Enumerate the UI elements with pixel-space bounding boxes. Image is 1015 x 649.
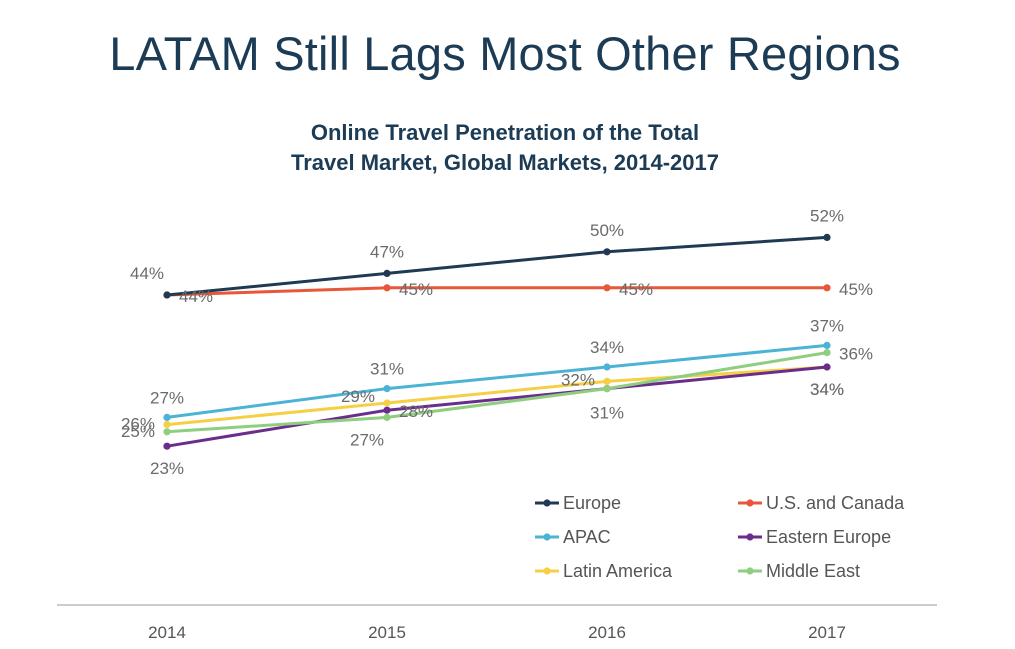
data-label-eastern-europe-2015: 28%: [399, 402, 433, 421]
legend-marker-apac: [543, 533, 551, 541]
data-point-apac-2015: [383, 385, 391, 393]
legend-label-europe: Europe: [563, 493, 621, 513]
data-label-middle-east-2017: 36%: [839, 345, 873, 364]
data-label-eastern-europe-2014: 23%: [150, 459, 184, 478]
legend-label-middle-east: Middle East: [766, 561, 860, 581]
chart-title-line-1: Online Travel Penetration of the Total: [310, 120, 700, 145]
data-label-u-s-and-canada-2015: 45%: [399, 280, 433, 299]
data-point-middle-east-2016: [603, 385, 611, 393]
data-label-apac-2015: 31%: [370, 360, 404, 379]
data-point-middle-east-2014: [163, 428, 171, 436]
data-point-europe-2017: [823, 233, 831, 241]
data-point-middle-east-2015: [383, 413, 391, 421]
data-point-u-s-and-canada-2016: [603, 284, 611, 292]
data-point-middle-east-2017: [823, 349, 831, 357]
data-label-europe-2015: 47%: [370, 242, 404, 261]
legend-label-apac: APAC: [563, 527, 611, 547]
x-tick-label-2017: 2017: [808, 623, 846, 642]
data-point-u-s-and-canada-2015: [383, 284, 391, 292]
series-line-latin-america: [165, 365, 829, 427]
legend-label-latin-america: Latin America: [563, 561, 673, 581]
data-point-eastern-europe-2015: [383, 406, 391, 414]
data-label-apac-2014: 27%: [150, 388, 184, 407]
data-label-middle-east-2014: 25%: [121, 422, 155, 441]
data-label-eastern-europe-2016: 31%: [590, 404, 624, 423]
data-label-latin-america-2017: 34%: [810, 380, 844, 399]
data-point-apac-2014: [163, 413, 171, 421]
legend-label-eastern-europe: Eastern Europe: [766, 527, 891, 547]
legend-marker-u-s-and-canada: [746, 499, 754, 507]
data-point-u-s-and-canada-2017: [823, 284, 831, 292]
x-tick-label-2014: 2014: [148, 623, 186, 642]
data-label-middle-east-2015: 27%: [350, 430, 384, 449]
legend-marker-eastern-europe: [746, 533, 754, 541]
chart-title-line-2: Travel Market, Global Markets, 2014-2017: [290, 150, 719, 175]
data-label-latin-america-2014: 26%: [121, 415, 155, 434]
data-point-eastern-europe-2017: [823, 363, 831, 371]
series-line-apac: [165, 343, 829, 419]
data-label-apac-2017: 37%: [810, 316, 844, 335]
data-label-europe-2016: 50%: [590, 221, 624, 240]
x-tick-label-2015: 2015: [368, 623, 406, 642]
x-tick-label-2016: 2016: [588, 623, 626, 642]
data-point-europe-2015: [383, 269, 391, 277]
data-point-latin-america-2014: [163, 421, 171, 429]
series-line-middle-east: [165, 351, 829, 434]
legend-marker-middle-east: [746, 567, 754, 575]
series-line-europe: [165, 235, 829, 297]
data-label-u-s-and-canada-2017: 45%: [839, 280, 873, 299]
data-point-eastern-europe-2014: [163, 442, 171, 450]
data-point-europe-2014: [163, 291, 171, 299]
slide-title: LATAM Still Lags Most Other Regions: [109, 27, 901, 80]
data-point-apac-2016: [603, 363, 611, 371]
data-label-u-s-and-canada-2014: 44%: [179, 287, 213, 306]
data-point-apac-2017: [823, 341, 831, 349]
legend-marker-europe: [543, 499, 551, 507]
data-label-u-s-and-canada-2016: 45%: [619, 280, 653, 299]
data-point-latin-america-2016: [603, 377, 611, 385]
data-label-europe-2017: 52%: [810, 206, 844, 225]
data-label-apac-2016: 34%: [590, 338, 624, 357]
data-label-latin-america-2016: 32%: [561, 370, 595, 389]
legend-label-u-s-and-canada: U.S. and Canada: [766, 493, 905, 513]
series-line-u-s-and-canada: [165, 286, 829, 297]
chart-title: Online Travel Penetration of the Total T…: [0, 118, 1010, 178]
data-point-europe-2016: [603, 248, 611, 256]
legend-marker-latin-america: [543, 567, 551, 575]
data-label-europe-2014: 44%: [130, 264, 164, 283]
data-label-latin-america-2015: 29%: [341, 387, 375, 406]
data-point-latin-america-2015: [383, 399, 391, 407]
data-label-eastern-europe-2017: 34%: [810, 380, 844, 399]
series-line-eastern-europe: [165, 365, 829, 448]
